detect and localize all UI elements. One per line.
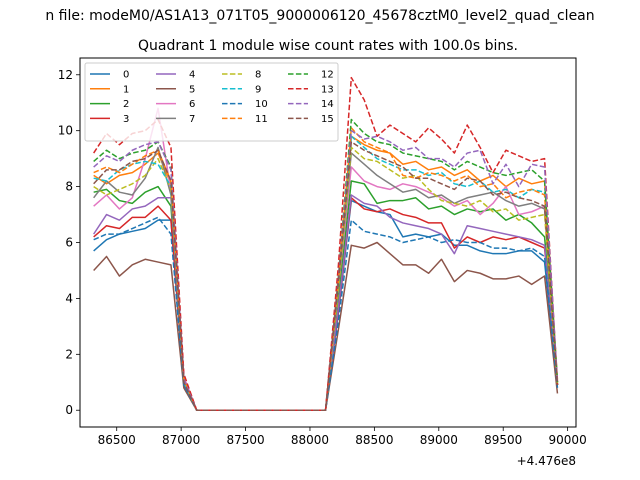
plot-lines [93, 76, 559, 411]
legend-label-4: 4 [189, 70, 195, 81]
legend-label-8: 8 [255, 70, 261, 81]
legend-label-5: 5 [189, 84, 195, 95]
legend-label-10: 10 [255, 99, 268, 110]
y-tick-label: 12 [58, 68, 73, 82]
legend-label-0: 0 [123, 70, 129, 81]
legend-label-2: 2 [123, 99, 129, 110]
series-line-1 [93, 135, 559, 411]
y-axis: 0 2 4 6 8 10 12 [58, 68, 80, 417]
legend-label-11: 11 [255, 114, 268, 125]
series-line-8 [93, 146, 559, 411]
series-line-7 [93, 146, 559, 411]
y-tick-label: 2 [65, 347, 73, 361]
y-tick-label: 8 [65, 180, 73, 194]
y-tick-label: 10 [58, 124, 73, 138]
series-line-10 [93, 216, 559, 411]
legend-label-9: 9 [255, 84, 261, 95]
x-tick-label: 89000 [420, 433, 458, 447]
legend-label-1: 1 [123, 84, 129, 95]
x-tick-label: 86500 [98, 433, 136, 447]
figure-suptitle: n file: modeM0/AS1A13_071T05_9000006120_… [45, 8, 594, 24]
series-line-15 [93, 141, 559, 411]
legend-label-14: 14 [321, 99, 334, 110]
y-tick-label: 6 [65, 236, 73, 250]
series-line-5 [93, 241, 559, 411]
legend-label-7: 7 [189, 114, 195, 125]
series-line-2 [93, 180, 559, 411]
series-line-13 [93, 76, 559, 411]
x-tick-label: 89500 [484, 433, 522, 447]
series-line-4 [93, 194, 559, 411]
legend-label-6: 6 [189, 99, 195, 110]
legend-label-15: 15 [321, 114, 334, 125]
x-axis: 86500 87000 87500 88000 88500 89000 89500 90000 [98, 427, 587, 447]
x-tick-label: 90000 [549, 433, 587, 447]
series-line-0 [93, 199, 559, 411]
x-offset-label: +4.476e8 [517, 454, 576, 468]
chart-title: Quadrant 1 module wise count rates with … [138, 38, 518, 54]
x-tick-label: 87000 [162, 433, 200, 447]
legend-label-12: 12 [321, 70, 334, 81]
legend-box [84, 62, 339, 142]
legend-label-13: 13 [321, 84, 334, 95]
x-tick-label: 88000 [291, 433, 329, 447]
y-tick-label: 0 [65, 403, 73, 417]
y-tick-label: 4 [65, 291, 73, 305]
legend-label-3: 3 [123, 114, 129, 125]
x-tick-label: 87500 [226, 433, 264, 447]
x-tick-label: 88500 [355, 433, 393, 447]
